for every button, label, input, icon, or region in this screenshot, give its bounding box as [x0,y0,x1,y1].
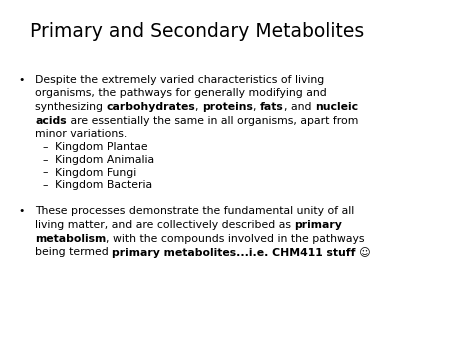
Text: •: • [18,75,24,85]
Text: –: – [42,180,48,190]
Text: acids: acids [35,116,67,125]
Text: organisms, the pathways for generally modifying and: organisms, the pathways for generally mo… [35,89,327,98]
Text: –: – [42,143,48,152]
Text: Primary and Secondary Metabolites: Primary and Secondary Metabolites [30,22,364,41]
Text: –: – [42,168,48,177]
Text: metabolism: metabolism [35,234,106,243]
Text: fats: fats [260,102,284,112]
Text: proteins: proteins [202,102,253,112]
Text: synthesizing: synthesizing [35,102,107,112]
Text: •: • [18,207,24,217]
Text: primary: primary [294,220,342,230]
Text: minor variations.: minor variations. [35,129,127,139]
Text: , and: , and [284,102,315,112]
Text: ,: , [195,102,202,112]
Text: carbohydrates: carbohydrates [107,102,195,112]
Text: –: – [42,155,48,165]
Text: are essentially the same in all organisms, apart from: are essentially the same in all organism… [67,116,358,125]
Text: Kingdom Animalia: Kingdom Animalia [55,155,154,165]
Text: being termed: being termed [35,247,112,257]
Text: Kingdom Fungi: Kingdom Fungi [55,168,136,177]
Text: Kingdom Plantae: Kingdom Plantae [55,143,148,152]
Text: living matter, and are collectively described as: living matter, and are collectively desc… [35,220,294,230]
Text: Kingdom Bacteria: Kingdom Bacteria [55,180,152,190]
Text: Despite the extremely varied characteristics of living: Despite the extremely varied characteris… [35,75,324,85]
Text: These processes demonstrate the fundamental unity of all: These processes demonstrate the fundamen… [35,207,354,217]
Text: ,: , [253,102,260,112]
Text: nucleic: nucleic [315,102,358,112]
Text: , with the compounds involved in the pathways: , with the compounds involved in the pat… [106,234,365,243]
Text: primary metabolites...i.e. CHM411 stuff ☺: primary metabolites...i.e. CHM411 stuff … [112,247,371,258]
